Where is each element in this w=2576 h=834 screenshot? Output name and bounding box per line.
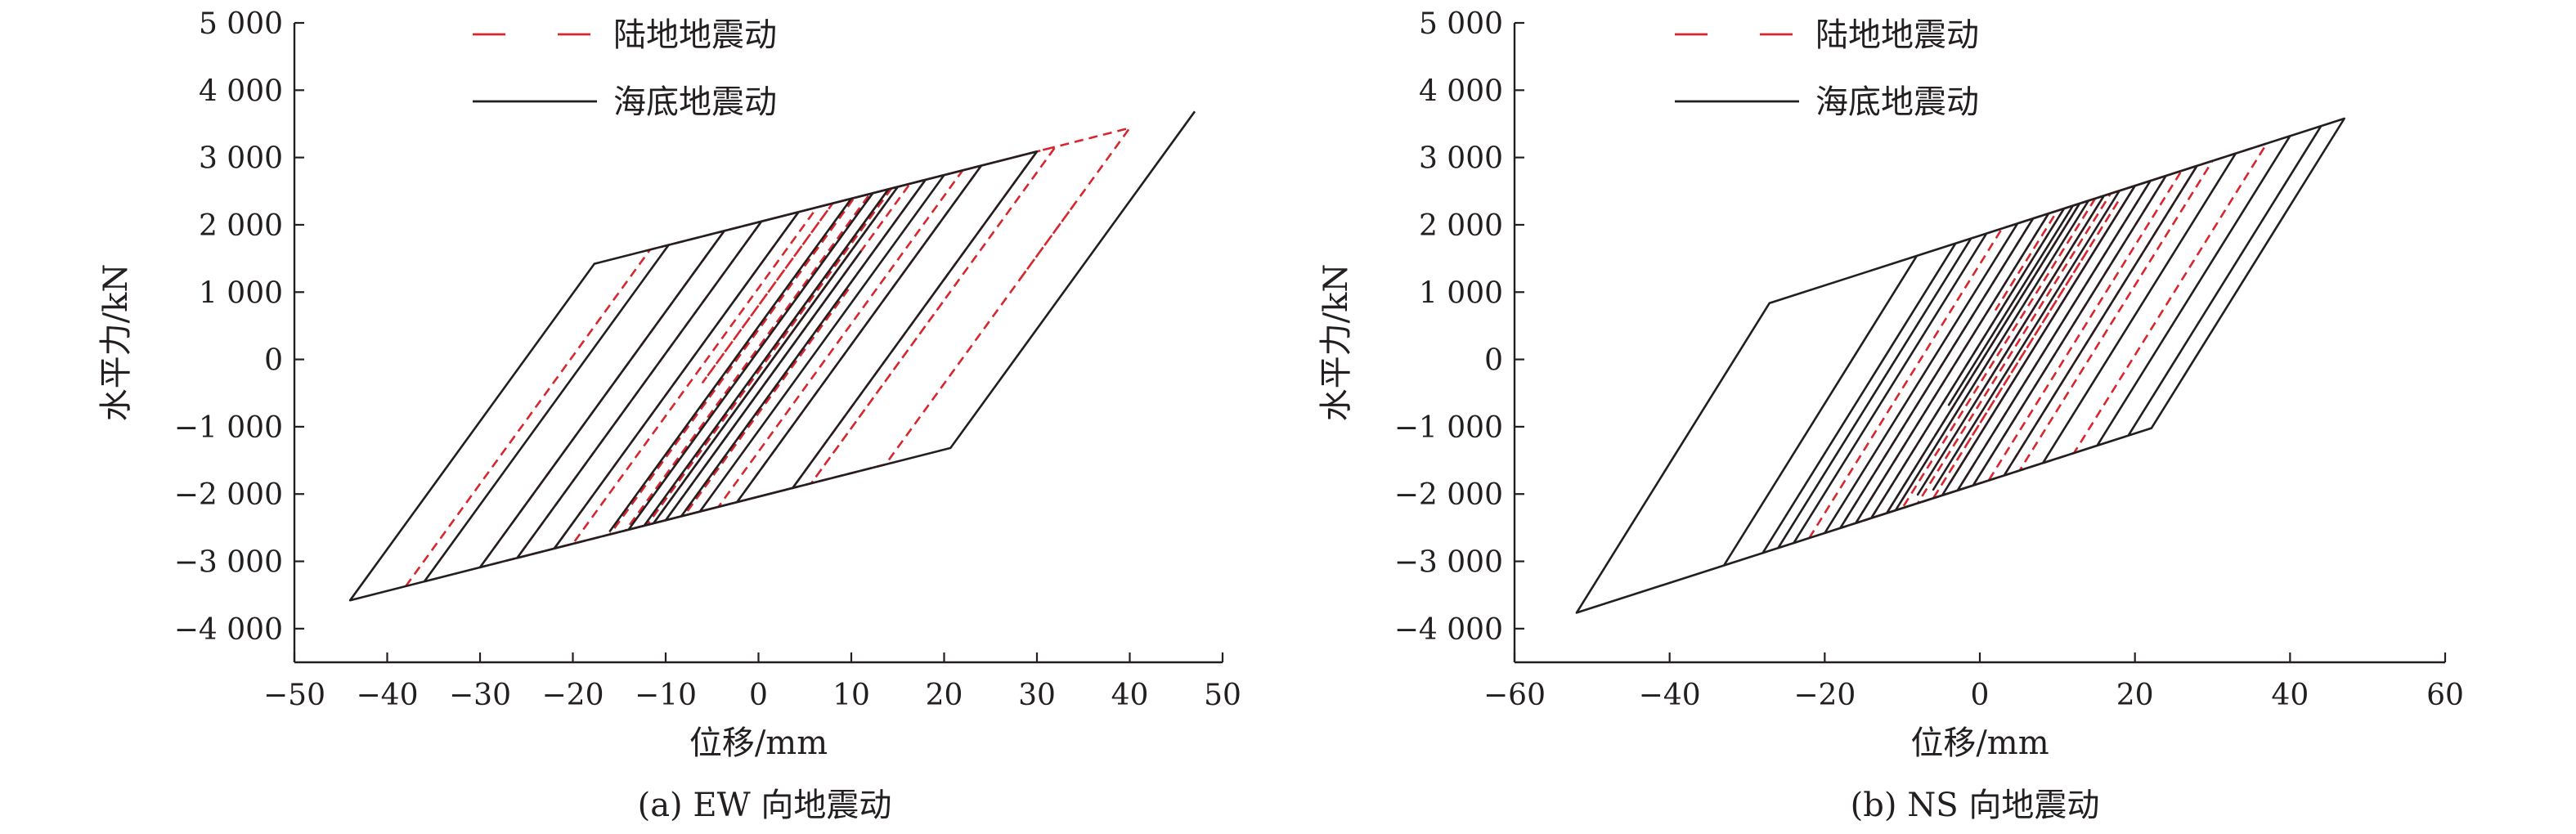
y-tick-label: −3 000 [174,546,283,580]
x-tick-label: −40 [357,679,419,712]
curves [348,110,1196,602]
x-tick-label: 10 [832,679,870,712]
x-tick-label: 40 [2271,679,2309,712]
legend-label: 海底地震动 [613,83,777,121]
y-tick-label: 2 000 [199,209,283,243]
x-tick-label: 30 [1018,679,1056,712]
x-tick-label: 0 [749,679,768,712]
x-tick-label: −40 [1639,679,1701,712]
y-tick-label: 0 [1484,344,1503,378]
x-tick-label: 20 [2116,679,2154,712]
x-tick-label: −20 [542,679,604,712]
x-tick-label: 50 [1204,679,1241,712]
legend-label: 陆地地震动 [1815,16,1979,54]
y-tick-label: −4 000 [174,613,283,647]
y-tick-label: 2 000 [1419,209,1503,243]
y-tick-label: −2 000 [1394,478,1503,512]
x-tick-label: −30 [449,679,511,712]
y-tick-label: 5 000 [1419,7,1503,41]
y-tick-label: 4 000 [1419,74,1503,108]
legend-label: 陆地地震动 [613,16,777,54]
y-tick-label: −3 000 [1394,546,1503,580]
x-tick-label: 40 [1111,679,1149,712]
panel-caption: (b) NS 向地震动 [1851,787,2100,824]
y-tick-label: 4 000 [199,74,283,108]
y-axis-label: 水平力/kN [97,264,135,422]
chart-panel-ns: 5 000 4 000 3 000 2 000 1 000 0 −1 000 −2 000 −3… [1317,7,2464,824]
x-tick-label: −20 [1793,679,1856,712]
x-tick-label: −60 [1483,679,1546,712]
x-tick-label: 20 [926,679,963,712]
y-tick-label: −2 000 [174,478,283,512]
chart-panel-ew: 5 000 4 000 3 000 2 000 1 000 0 −1 000 −2 000 −3… [97,7,1241,824]
seabed-motion-series [1575,117,2345,614]
x-tick-label: −10 [635,679,697,712]
panel-caption: (a) EW 向地震动 [638,787,892,824]
y-tick-label: −4 000 [1394,613,1503,647]
y-tick-label: 1 000 [1419,276,1503,310]
y-tick-label: −1 000 [174,411,283,445]
y-tick-label: 0 [264,344,283,378]
x-tick-label: 60 [2426,679,2464,712]
seabed-motion-series [348,110,1196,602]
y-tick-label: −1 000 [1394,411,1503,445]
y-tick-label: 3 000 [199,142,283,176]
x-tick-label: 0 [1971,679,1990,712]
y-tick-label: 1 000 [199,276,283,310]
y-tick-label: 3 000 [1419,142,1503,176]
x-tick-label: −50 [263,679,325,712]
y-axis-label: 水平力/kN [1317,264,1355,422]
x-axis-label: 位移/mm [1910,724,2049,762]
legend-label: 海底地震动 [1815,83,1979,121]
y-tick-label: 5 000 [199,7,283,41]
curves [1575,117,2345,614]
x-axis-label: 位移/mm [689,724,828,762]
